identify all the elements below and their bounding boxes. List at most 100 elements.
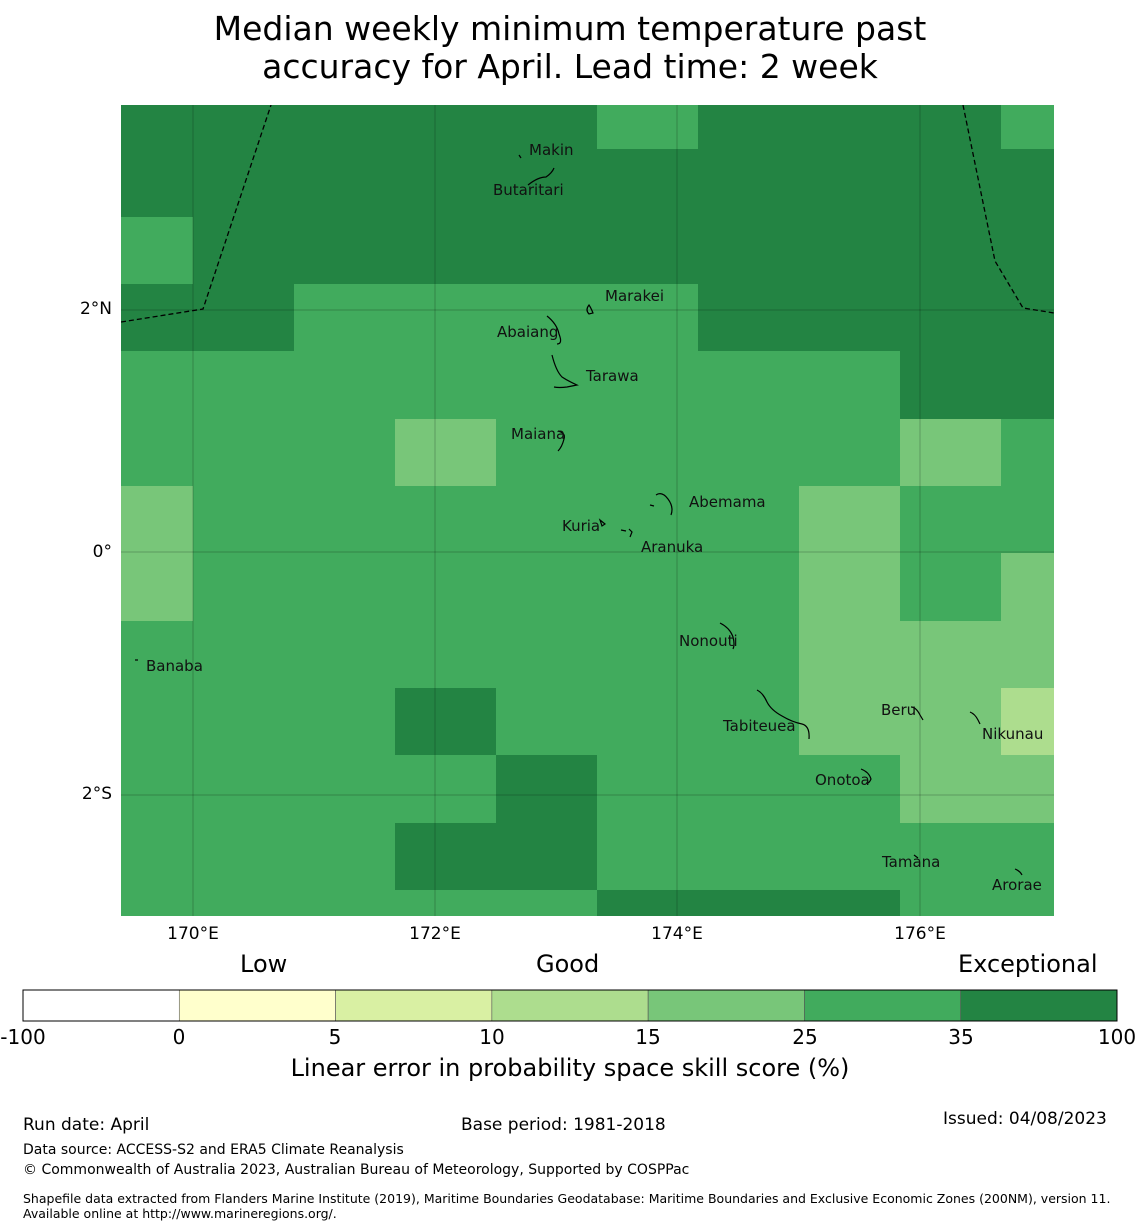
grid-cell — [496, 217, 597, 284]
grid-cell — [799, 217, 900, 284]
makin-outline — [518, 154, 522, 159]
grid-cell — [698, 351, 799, 419]
skill-map: Makin Butaritari Marakei Abaiang Tarawa … — [121, 105, 1054, 916]
grid-cell — [294, 149, 395, 217]
grid-cell — [395, 351, 496, 419]
grid-cell — [121, 105, 193, 149]
grid-cell — [597, 351, 698, 419]
colorbar-segments — [22, 989, 1118, 1022]
island-label-nonouti: Nonouti — [679, 632, 738, 650]
grid-cell — [597, 486, 698, 553]
abaiang-outline — [546, 315, 562, 345]
island-label-marakei: Marakei — [605, 287, 664, 305]
grid-cell — [900, 217, 1001, 284]
grid-cell — [121, 823, 193, 890]
skill-grid — [121, 105, 1054, 916]
tarawa-outline — [551, 354, 579, 389]
island-label-abemama: Abemama — [689, 493, 766, 511]
island-label-abaiang: Abaiang — [497, 323, 558, 341]
colorbar-segment — [960, 989, 1118, 1022]
colorbar-tick-25: 25 — [792, 1025, 818, 1049]
lon-tick-176: 176°E — [894, 924, 946, 944]
grid-cell — [1001, 688, 1054, 755]
grid-cell — [698, 149, 799, 217]
grid-cell — [698, 419, 799, 486]
island-label-maiana: Maiana — [511, 425, 565, 443]
grid-cell — [597, 217, 698, 284]
lon-tick-172: 172°E — [409, 924, 461, 944]
chart-title: Median weekly minimum temperature past a… — [0, 10, 1140, 86]
island-labels: Makin Butaritari Marakei Abaiang Tarawa … — [146, 141, 1043, 894]
data-source: Data source: ACCESS-S2 and ERA5 Climate … — [23, 1142, 404, 1158]
island-label-kuria: Kuria — [562, 517, 600, 535]
grid-cell — [1001, 284, 1054, 351]
grid-cell — [1001, 351, 1054, 419]
colorbar-segment — [491, 989, 649, 1022]
grid-cell — [597, 105, 698, 149]
grid-cell — [900, 105, 1001, 149]
colorbar-outline — [22, 989, 1118, 1022]
grid-cell — [799, 553, 900, 621]
grid-cell — [1001, 755, 1054, 823]
grid-cell — [193, 890, 294, 916]
grid-cell — [193, 621, 294, 688]
grid-cell — [496, 553, 597, 621]
colorbar-segment — [178, 989, 336, 1022]
grid-cell — [597, 419, 698, 486]
grid-cell — [193, 688, 294, 755]
colorbar-segment — [804, 989, 962, 1022]
eez-boundaries — [121, 105, 1054, 323]
island-label-makin: Makin — [529, 141, 574, 159]
title-line-2: accuracy for April. Lead time: 2 week — [262, 47, 878, 86]
grid-cell — [799, 149, 900, 217]
grid-cell — [698, 890, 799, 916]
lat-tick-2s: 2°S — [81, 784, 112, 804]
base-period: Base period: 1981-2018 — [461, 1115, 666, 1135]
colorbar-tick-35: 35 — [948, 1025, 974, 1049]
graticule — [121, 105, 1054, 916]
island-label-arorae: Arorae — [992, 876, 1042, 894]
copyright-notice: © Commonwealth of Australia 2023, Austra… — [23, 1162, 690, 1178]
grid-cell — [496, 419, 597, 486]
grid-cell — [395, 486, 496, 553]
legend-category-good: Good — [536, 950, 600, 978]
grid-cell — [121, 890, 193, 916]
grid-cell — [1001, 621, 1054, 688]
grid-cell — [121, 149, 193, 217]
grid-cell — [900, 890, 1001, 916]
grid-cell — [698, 688, 799, 755]
grid-cell — [395, 890, 496, 916]
grid-cell — [121, 688, 193, 755]
grid-cell — [698, 284, 799, 351]
grid-cell — [496, 486, 597, 553]
grid-cell — [193, 105, 294, 149]
grid-cell — [294, 755, 395, 823]
kuria-outline — [598, 518, 607, 527]
legend-category-low: Low — [240, 950, 288, 978]
grid-cell — [193, 351, 294, 419]
grid-cell — [900, 419, 1001, 486]
grid-cell — [1001, 486, 1054, 553]
island-label-aranuka: Aranuka — [641, 538, 703, 556]
grid-cell — [121, 553, 193, 621]
colorbar — [22, 989, 1118, 1022]
grid-cell — [900, 688, 1001, 755]
grid-cell — [496, 823, 597, 890]
grid-cell — [395, 553, 496, 621]
lat-tick-2n: 2°N — [79, 299, 112, 319]
grid-cell — [1001, 823, 1054, 890]
grid-cell — [698, 621, 799, 688]
arorae-outline — [1014, 868, 1023, 876]
grid-cell — [698, 553, 799, 621]
colorbar-tick-5: 5 — [328, 1025, 342, 1049]
abemama-outline — [649, 493, 673, 516]
grid-cell — [294, 351, 395, 419]
grid-cell — [900, 486, 1001, 553]
grid-cell — [395, 419, 496, 486]
grid-cell — [294, 621, 395, 688]
grid-cell — [496, 284, 597, 351]
island-label-nikunau: Nikunau — [982, 725, 1043, 743]
grid-cell — [799, 755, 900, 823]
grid-cell — [294, 553, 395, 621]
shapefile-credit: Shapefile data extracted from Flanders M… — [23, 1191, 1111, 1221]
